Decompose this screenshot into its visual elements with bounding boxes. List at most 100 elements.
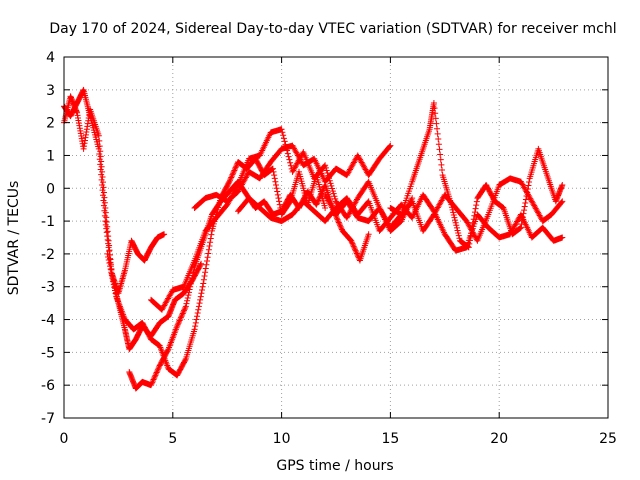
data-point bbox=[204, 254, 211, 261]
y-tick-label: 0 bbox=[46, 181, 55, 197]
data-point bbox=[176, 317, 183, 324]
data-point bbox=[174, 321, 181, 328]
data-point bbox=[179, 310, 186, 317]
data-point bbox=[192, 323, 199, 330]
data-point bbox=[335, 219, 342, 226]
y-tick-label: -2 bbox=[41, 247, 55, 263]
data-point bbox=[98, 163, 105, 170]
data-point bbox=[161, 231, 168, 238]
data-point bbox=[203, 257, 210, 264]
data-point bbox=[179, 311, 186, 318]
data-point bbox=[365, 231, 372, 238]
data-point bbox=[201, 272, 208, 279]
data-point bbox=[316, 194, 323, 201]
data-point bbox=[353, 250, 360, 257]
y-tick-label: -7 bbox=[41, 411, 55, 427]
axis-ticks bbox=[63, 56, 609, 419]
data-point bbox=[315, 196, 322, 203]
data-point bbox=[156, 363, 163, 370]
data-point bbox=[207, 235, 214, 242]
data-point bbox=[174, 323, 181, 330]
data-point bbox=[519, 217, 526, 224]
data-point bbox=[432, 110, 439, 117]
data-point bbox=[522, 200, 529, 207]
data-point bbox=[205, 250, 212, 257]
data-point bbox=[97, 148, 104, 155]
y-tick-label: 2 bbox=[46, 116, 55, 132]
data-point bbox=[351, 244, 358, 251]
data-point bbox=[329, 188, 336, 195]
x-tick-label: 20 bbox=[490, 431, 508, 447]
data-point bbox=[96, 143, 103, 150]
data-point bbox=[148, 380, 155, 387]
data-point bbox=[559, 198, 566, 205]
data-point bbox=[455, 230, 462, 237]
data-point bbox=[559, 181, 566, 188]
data-point bbox=[387, 142, 394, 149]
data-point bbox=[226, 177, 233, 184]
data-point bbox=[231, 167, 238, 174]
data-point bbox=[97, 153, 104, 160]
y-tick-label: -1 bbox=[41, 214, 55, 230]
data-point bbox=[98, 158, 105, 165]
data-point bbox=[350, 242, 357, 249]
data-point bbox=[322, 162, 329, 169]
data-point bbox=[101, 212, 108, 219]
data-point bbox=[100, 184, 107, 191]
x-tick-label: 10 bbox=[273, 431, 291, 447]
data-point bbox=[105, 257, 112, 264]
data-point bbox=[558, 199, 565, 206]
data-point bbox=[271, 175, 278, 182]
data-point bbox=[108, 269, 115, 276]
data-point bbox=[334, 216, 341, 223]
data-point bbox=[192, 319, 199, 326]
data-point bbox=[437, 151, 444, 158]
data-point bbox=[435, 136, 442, 143]
data-point bbox=[522, 196, 529, 203]
y-tick-label: -5 bbox=[41, 345, 55, 361]
data-point bbox=[518, 221, 525, 228]
data-point bbox=[99, 174, 106, 181]
data-point bbox=[180, 307, 187, 314]
data-point bbox=[284, 150, 291, 157]
data-point bbox=[437, 156, 444, 163]
data-point bbox=[230, 170, 237, 177]
data-point bbox=[273, 181, 280, 188]
x-tick-label: 25 bbox=[599, 431, 617, 447]
data-point bbox=[187, 283, 194, 290]
y-tick-label: -3 bbox=[41, 280, 55, 296]
data-point bbox=[351, 246, 358, 253]
data-point bbox=[278, 126, 285, 133]
data-point bbox=[438, 161, 445, 168]
chart-title: Day 170 of 2024, Sidereal Day-to-day VTE… bbox=[49, 21, 616, 37]
data-point bbox=[313, 201, 320, 208]
data-point bbox=[150, 376, 157, 383]
data-point bbox=[191, 326, 198, 333]
data-point bbox=[328, 182, 335, 189]
data-point bbox=[199, 287, 206, 294]
data-point bbox=[200, 276, 207, 283]
data-point bbox=[199, 283, 206, 290]
data-point bbox=[100, 179, 107, 186]
data-point bbox=[194, 313, 201, 320]
data-point bbox=[336, 220, 343, 227]
data-point bbox=[271, 172, 278, 179]
data-point bbox=[180, 309, 187, 316]
data-point bbox=[96, 137, 103, 144]
data-point bbox=[108, 272, 115, 279]
data-point bbox=[453, 222, 460, 229]
data-point bbox=[190, 269, 197, 276]
data-point bbox=[197, 293, 204, 300]
data-point bbox=[105, 253, 112, 260]
data-point bbox=[430, 99, 437, 106]
data-point bbox=[273, 185, 280, 192]
data-point bbox=[452, 217, 459, 224]
data-point bbox=[285, 153, 292, 160]
data-point bbox=[280, 135, 287, 142]
data-point bbox=[193, 316, 200, 323]
data-point bbox=[226, 178, 233, 185]
data-point bbox=[322, 164, 329, 171]
series-track-6 bbox=[191, 142, 394, 211]
data-point bbox=[473, 202, 480, 209]
